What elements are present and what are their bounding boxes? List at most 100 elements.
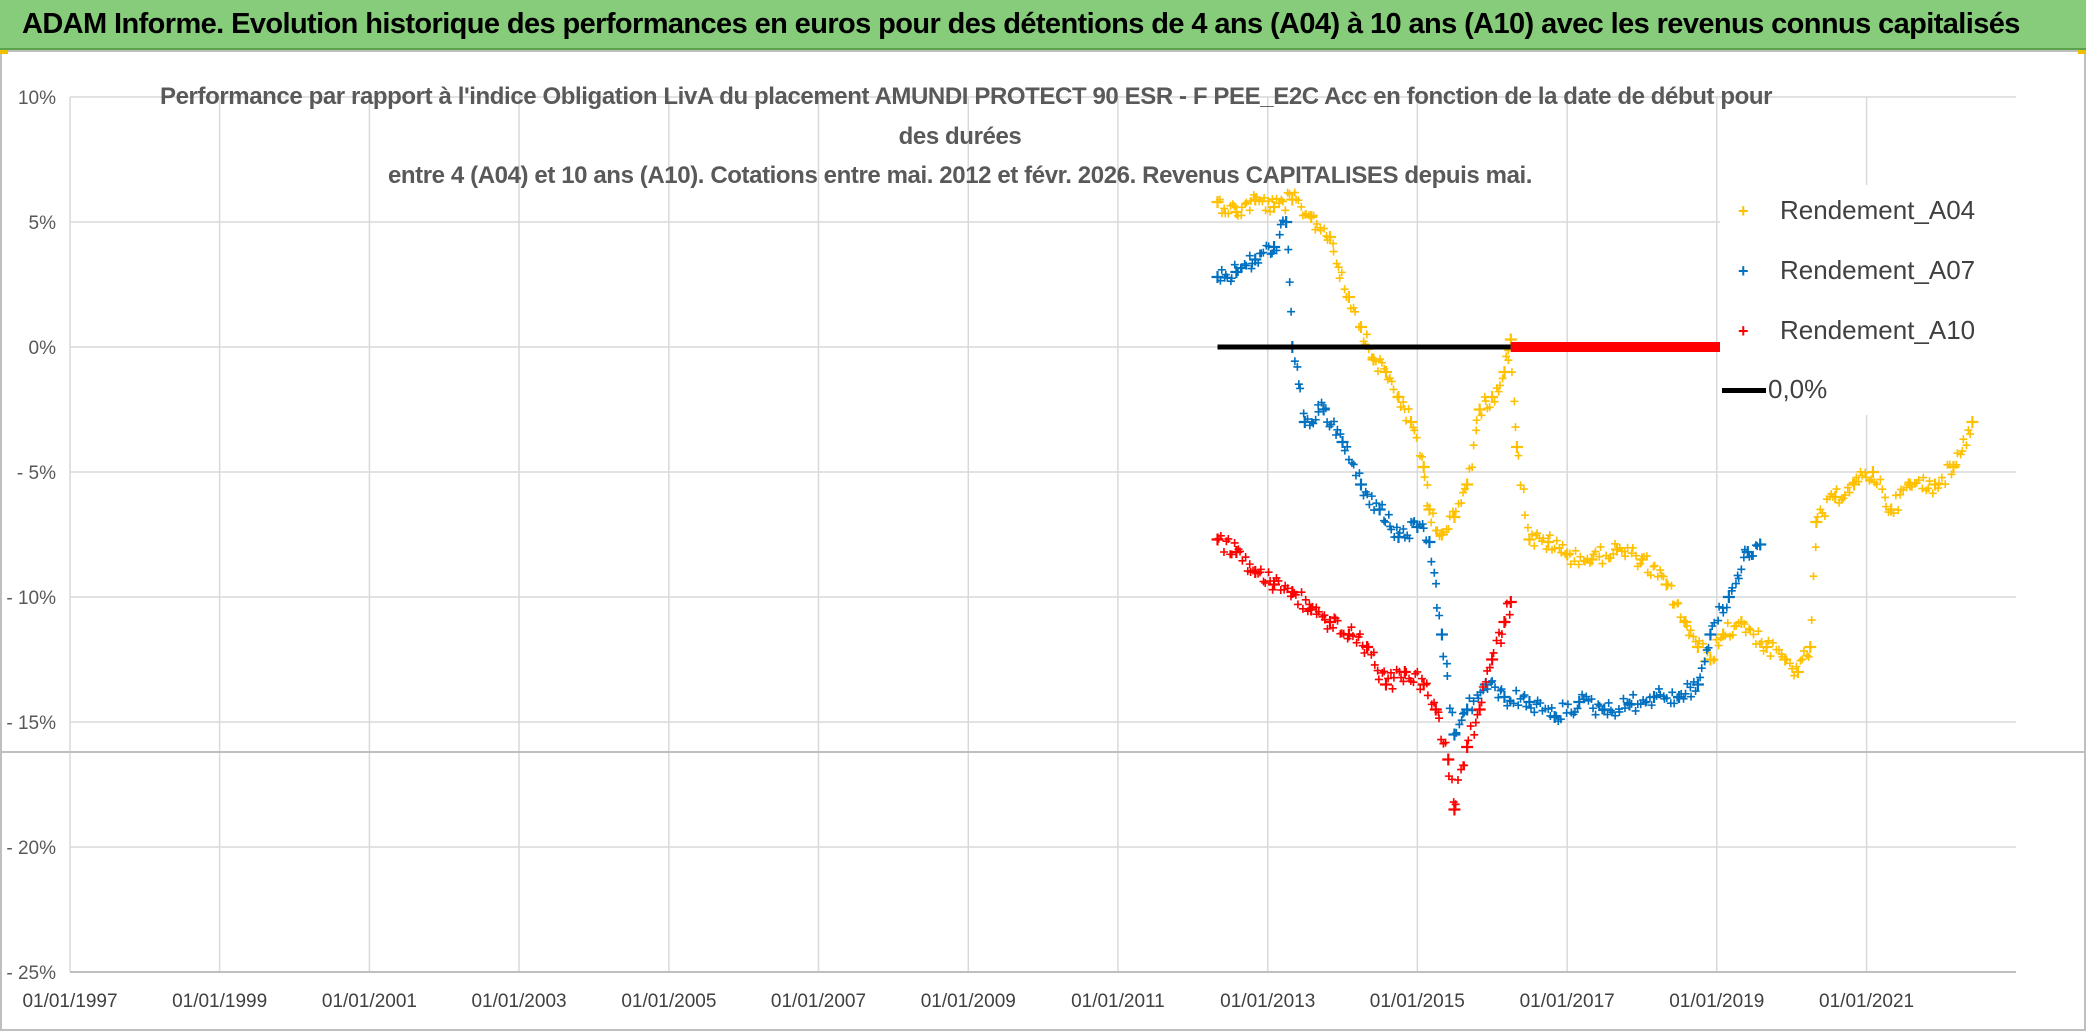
scatter-mark (1878, 485, 1887, 494)
scatter-mark (1477, 411, 1486, 420)
data-point (1804, 641, 1817, 653)
scatter-mark (1503, 701, 1512, 710)
x-tick-label: 01/01/1997 (22, 991, 117, 1012)
data-point (1423, 536, 1436, 548)
scatter-mark (1811, 543, 1820, 552)
scatter-mark (1483, 685, 1492, 694)
scatter-mark (1532, 700, 1541, 709)
legend-label-a07: Rendement_A07 (1780, 255, 1976, 285)
scatter-mark (1278, 197, 1287, 206)
scatter-mark (1422, 679, 1431, 688)
x-tick-label: 01/01/2001 (322, 991, 417, 1012)
scatter-mark (1941, 480, 1950, 489)
scatter-mark (1293, 362, 1302, 371)
data-point (1435, 528, 1448, 541)
x-tick-label: 01/01/2007 (771, 991, 866, 1012)
scatter-mark (1714, 641, 1723, 650)
scatter-mark (1323, 624, 1332, 633)
scatter-mark (1452, 728, 1461, 737)
scatter-mark (1509, 699, 1518, 708)
scatter-mark (1228, 200, 1237, 209)
scatter-mark (1477, 698, 1486, 707)
scatter-mark (1573, 704, 1582, 713)
scatter-mark (1395, 529, 1404, 538)
scatter-mark (1445, 704, 1454, 713)
scatter-mark (1632, 551, 1640, 560)
data-point (1448, 728, 1461, 741)
scatter-mark (1451, 800, 1460, 809)
scatter-mark (1504, 356, 1513, 365)
scatter-mark (1947, 470, 1956, 479)
scatter-mark (1242, 261, 1251, 270)
scatter-mark (1367, 492, 1376, 501)
scatter-mark (1734, 574, 1743, 583)
data-point (1461, 478, 1474, 491)
data-point (1722, 591, 1735, 603)
scatter-mark (1832, 485, 1841, 494)
scatter-mark (1527, 530, 1536, 539)
scatter-mark (1215, 195, 1224, 204)
scatter-mark (1872, 480, 1881, 489)
scatter-mark (1650, 561, 1659, 570)
scatter-mark (1277, 195, 1286, 204)
scatter-mark (1497, 685, 1506, 694)
scatter-mark (1220, 204, 1229, 213)
scatter-mark (1451, 507, 1460, 516)
legend-marker-zero (1720, 378, 1768, 402)
scatter-mark (1216, 531, 1225, 540)
scatter-mark (1427, 518, 1436, 527)
scatter-mark (1246, 196, 1255, 205)
scatter-mark (1386, 668, 1395, 677)
scatter-mark (1485, 403, 1494, 412)
scatter-mark (1530, 541, 1539, 550)
scatter-mark (1820, 512, 1829, 521)
x-tick-label: 01/01/2021 (1819, 991, 1914, 1012)
scatter-mark (1387, 525, 1396, 534)
data-point (1354, 321, 1367, 333)
scatter-mark (1478, 682, 1487, 691)
data-point (1473, 703, 1486, 716)
scatter-mark (1332, 259, 1341, 268)
scatter-mark (1469, 697, 1478, 706)
scatter-mark (1417, 452, 1426, 461)
scatter-mark (1311, 225, 1320, 234)
scatter-mark (1576, 552, 1585, 561)
data-point (1417, 678, 1430, 691)
data-point (1392, 391, 1405, 403)
scatter-mark (1505, 610, 1514, 619)
scatter-mark (1299, 409, 1308, 418)
scatter-mark (1962, 441, 1971, 450)
scatter-mark (1332, 430, 1341, 439)
scatter-mark (1582, 692, 1591, 701)
scatter-mark (1641, 698, 1650, 707)
scatter-mark (1399, 398, 1408, 407)
data-point (1648, 691, 1661, 703)
scatter-mark (1689, 632, 1698, 641)
scatter-mark (1260, 193, 1269, 202)
scatter-mark (1389, 385, 1398, 394)
scatter-mark (1512, 686, 1521, 695)
scatter-mark (1728, 630, 1737, 639)
scatter-mark (1459, 709, 1468, 718)
scatter-mark (1303, 415, 1312, 424)
scatter-mark (1740, 619, 1749, 628)
scatter-mark (1570, 557, 1579, 566)
scatter-mark (1594, 700, 1603, 709)
scatter-mark (1410, 426, 1419, 435)
scatter-mark (1721, 631, 1730, 640)
data-point (1336, 436, 1349, 448)
scatter-mark (1627, 549, 1636, 558)
scatter-mark (1347, 459, 1356, 468)
scatter-mark (1768, 638, 1777, 647)
data-point (1373, 503, 1386, 516)
scatter-mark (1290, 357, 1299, 366)
scatter-mark (1329, 247, 1338, 256)
scatter-mark (1843, 483, 1852, 492)
scatter-mark (1685, 631, 1694, 640)
scatter-mark (1497, 639, 1506, 648)
scatter-mark (1363, 490, 1372, 499)
scatter-mark (1646, 571, 1655, 580)
scatter-mark (1301, 595, 1310, 604)
data-point (1610, 543, 1623, 556)
scatter-mark (1621, 552, 1630, 561)
